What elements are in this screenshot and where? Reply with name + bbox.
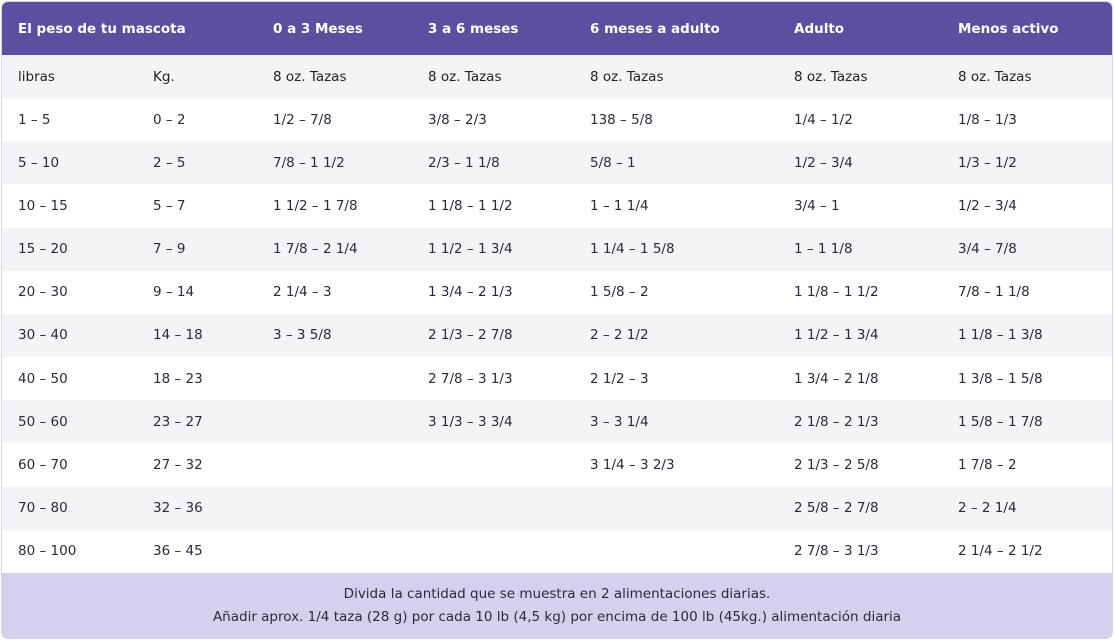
table-cell: 1/4 – 1/2 (794, 111, 853, 128)
table-cell: 27 – 32 (153, 457, 203, 474)
table-cell: 5/8 – 1 (590, 154, 636, 171)
subheader-cell: Kg. (153, 68, 175, 85)
table-row: 5 – 10 2 – 5 7/8 – 1 1/2 2/3 – 1 1/8 5/8 – 1… (2, 141, 1112, 185)
table-cell: 1/2 – 7/8 (273, 111, 332, 128)
table-cell: 2 1/4 – 3 (273, 284, 332, 301)
table-cell: 1 – 5 (18, 111, 51, 128)
subheader-cell: libras (18, 68, 55, 85)
table-cell: 1/2 – 3/4 (794, 154, 853, 171)
header-row: El peso de tu mascota 0 a 3 Meses 3 a 6 me… (2, 2, 1112, 55)
table-cell: 2 1/2 – 3 (590, 370, 649, 387)
table-cell: 2 – 2 1/4 (958, 500, 1017, 517)
header-cell: 6 meses a adulto (590, 20, 720, 37)
table-cell: 138 – 5/8 (590, 111, 653, 128)
table-cell: 2 – 2 1/2 (590, 327, 649, 344)
table-cell: 20 – 30 (18, 284, 68, 301)
table-cell: 3 – 3 5/8 (273, 327, 332, 344)
table-cell: 1 1/2 – 1 3/4 (428, 241, 513, 258)
table-cell: 50 – 60 (18, 413, 68, 430)
subheader-cell: 8 oz. Tazas (958, 68, 1032, 85)
table-cell: 2 1/8 – 2 1/3 (794, 413, 879, 430)
table-cell: 2/3 – 1 1/8 (428, 154, 500, 171)
table-row: 40 – 50 18 – 23 2 7/8 – 3 1/3 2 1/2 – 3 1 3/… (2, 357, 1112, 400)
table-cell: 1 1/2 – 1 7/8 (273, 197, 358, 214)
table-cell: 40 – 50 (18, 370, 68, 387)
table-cell: 3 1/3 – 3 3/4 (428, 413, 513, 430)
subheader-cell: 8 oz. Tazas (794, 68, 868, 85)
table-cell: 2 1/4 – 2 1/2 (958, 543, 1043, 560)
table-cell: 1 1/8 – 1 1/2 (794, 284, 879, 301)
table-cell: 10 – 15 (18, 197, 68, 214)
table-cell: 3/4 – 7/8 (958, 241, 1017, 258)
table-cell: 2 1/3 – 2 7/8 (428, 327, 513, 344)
subheader-cell: 8 oz. Tazas (428, 68, 502, 85)
table-cell: 18 – 23 (153, 370, 203, 387)
table-cell: 36 – 45 (153, 543, 203, 560)
table-cell: 1/8 – 1/3 (958, 111, 1017, 128)
table-cell: 1 7/8 – 2 (958, 457, 1017, 474)
table-cell: 3 – 3 1/4 (590, 413, 649, 430)
table-row: 1 – 5 0 – 2 1/2 – 7/8 3/8 – 2/3 138 – 5/8 1/4… (2, 98, 1112, 141)
table-cell: 7/8 – 1 1/2 (273, 154, 345, 171)
table-cell: 1/3 – 1/2 (958, 154, 1017, 171)
table-cell: 1 3/4 – 2 1/8 (794, 370, 879, 387)
footer-note: Añadir aprox. 1/4 taza (28 g) por cada 1… (212, 608, 902, 625)
subheader-row: libras Kg. 8 oz. Tazas 8 oz. Tazas 8 oz. Taz… (2, 55, 1112, 98)
header-cell: 0 a 3 Meses (273, 20, 363, 37)
table-cell: 5 – 10 (18, 154, 60, 171)
table-cell: 60 – 70 (18, 457, 68, 474)
table-cell: 70 – 80 (18, 500, 68, 517)
footer-note: Divida la cantidad que se muestra en 2 a… (343, 585, 771, 602)
table-cell: 2 1/3 – 2 5/8 (794, 457, 879, 474)
subheader-cell: 8 oz. Tazas (590, 68, 664, 85)
table-cell: 32 – 36 (153, 500, 203, 517)
header-cell: Adulto (794, 20, 845, 37)
table-cell: 0 – 2 (153, 111, 186, 128)
table-cell: 1 3/8 – 1 5/8 (958, 370, 1043, 387)
table-row: 60 – 70 27 – 32 3 1/4 – 3 2/3 2 1/3 – 2 5/8… (2, 443, 1112, 486)
table-cell: 3 1/4 – 3 2/3 (590, 457, 675, 474)
table-cell: 3/8 – 2/3 (428, 111, 487, 128)
table-cell: 80 – 100 (18, 543, 77, 560)
table-row: 70 – 80 32 – 36 2 5/8 – 2 7/8 2 – 2 1/4 (2, 486, 1112, 530)
table-cell: 1 1/8 – 1 3/8 (958, 327, 1043, 344)
table-cell: 30 – 40 (18, 327, 68, 344)
header-cell: El peso de tu mascota (18, 20, 186, 37)
table-cell: 9 – 14 (153, 284, 195, 301)
table-cell: 1 – 1 1/8 (794, 241, 853, 258)
table-cell: 2 5/8 – 2 7/8 (794, 500, 879, 517)
header-cell: Menos activo (958, 20, 1059, 37)
table-row: 80 – 100 36 – 45 2 7/8 – 3 1/3 2 1/4 – 2 1/… (2, 530, 1112, 573)
table-cell: 2 7/8 – 3 1/3 (428, 370, 513, 387)
table-cell: 1 3/4 – 2 1/3 (428, 284, 513, 301)
table-cell: 5 – 7 (153, 197, 186, 214)
table-row: 30 – 40 14 – 18 3 – 3 5/8 2 1/3 – 2 7/8 2 – … (2, 313, 1112, 358)
header-cell: 3 a 6 meses (428, 20, 519, 37)
table-cell: 1 – 1 1/4 (590, 197, 649, 214)
table-cell: 23 – 27 (153, 413, 203, 430)
table-row: 20 – 30 9 – 14 2 1/4 – 3 1 3/4 – 2 1/3 1 5/8… (2, 271, 1112, 314)
table-cell: 15 – 20 (18, 241, 68, 258)
table-cell: 1 7/8 – 2 1/4 (273, 241, 358, 258)
subheader-cell: 8 oz. Tazas (273, 68, 347, 85)
table-cell: 7 – 9 (153, 241, 186, 258)
table-cell: 2 7/8 – 3 1/3 (794, 543, 879, 560)
table-cell: 1/2 – 3/4 (958, 197, 1017, 214)
table-row: 10 – 15 5 – 7 1 1/2 – 1 7/8 1 1/8 – 1 1/2 1 … (2, 184, 1112, 227)
table-row: 50 – 60 23 – 27 3 1/3 – 3 3/4 3 – 3 1/4 2 1/… (2, 400, 1112, 444)
table-cell: 1 5/8 – 2 (590, 284, 649, 301)
table-cell: 1 1/8 – 1 1/2 (428, 197, 513, 214)
table-cell: 1 1/2 – 1 3/4 (794, 327, 879, 344)
table-cell: 1 5/8 – 1 7/8 (958, 413, 1043, 430)
table-row: 15 – 20 7 – 9 1 7/8 – 2 1/4 1 1/2 – 1 3/4 1 … (2, 227, 1112, 271)
table-cell: 7/8 – 1 1/8 (958, 284, 1030, 301)
table-cell: 1 1/4 – 1 5/8 (590, 241, 675, 258)
table-footer: Divida la cantidad que se muestra en 2 a… (2, 573, 1112, 638)
table-cell: 3/4 – 1 (794, 197, 840, 214)
table-cell: 2 – 5 (153, 154, 186, 171)
table-cell: 14 – 18 (153, 327, 203, 344)
